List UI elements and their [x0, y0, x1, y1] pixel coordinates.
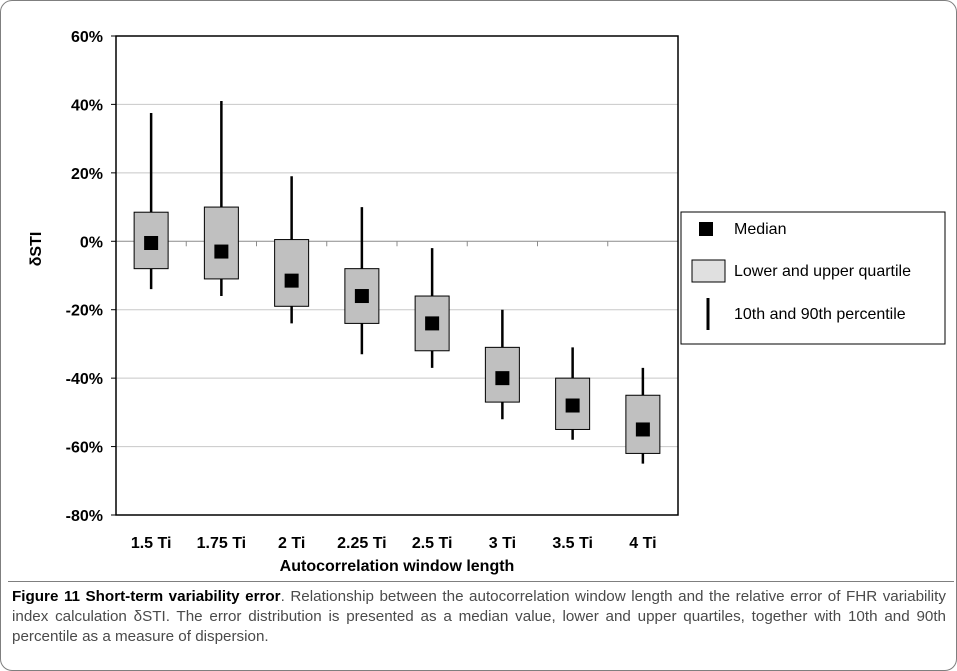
legend-median-square	[699, 222, 713, 236]
legend-median-label: Median	[734, 221, 786, 238]
caption-body: . Relationship between the autocorrelati…	[12, 588, 946, 645]
legend-quartile-label: Lower and upper quartile	[734, 263, 911, 280]
quartile-box	[203, 206, 239, 280]
axes: 60% 40% 20% 0% -20% -40% -60% -80% 1.5 Ti 1.75 Ti…	[66, 29, 679, 552]
y-axis-title: δSTI	[28, 232, 45, 267]
x-tick-label: 1.75 Ti	[197, 535, 247, 552]
median-marker	[565, 398, 580, 413]
caption-divider	[8, 581, 954, 582]
median-marker	[354, 289, 369, 304]
y-tick-label: -60%	[66, 440, 103, 457]
x-tick-label: 2 Ti	[278, 535, 305, 552]
x-tick-label: 2.5 Ti	[412, 535, 453, 552]
x-tick-label: 3.5 Ti	[552, 535, 593, 552]
caption-title: Figure 11 Short-term variability error	[12, 588, 281, 605]
y-tick-label: -20%	[66, 303, 103, 320]
y-tick-label: 60%	[71, 29, 103, 46]
x-axis-title: Autocorrelation window length	[280, 558, 515, 575]
median-marker	[214, 244, 229, 259]
y-tick-label: 20%	[71, 166, 103, 183]
quartile-box	[274, 239, 310, 307]
legend-quartile-box	[691, 259, 726, 283]
median-marker	[284, 273, 299, 288]
x-tick-label: 3 Ti	[489, 535, 516, 552]
plot-area	[133, 101, 661, 464]
legend-percentile-label: 10th and 90th percentile	[734, 306, 906, 323]
y-tick-label: 0%	[80, 234, 103, 251]
median-marker	[425, 316, 440, 331]
gridlines	[116, 103, 678, 448]
chart: 60% 40% 20% 0% -20% -40% -60% -80% 1.5 Ti 1.75 Ti…	[28, 29, 946, 575]
y-tick-label: 40%	[71, 97, 103, 114]
figure-caption: Figure 11 Short-term variability error. …	[12, 587, 946, 647]
x-tick-label: 4 Ti	[629, 535, 656, 552]
y-tick-label: -40%	[66, 371, 103, 388]
x-tick-label: 2.25 Ti	[337, 535, 387, 552]
median-marker	[495, 371, 510, 386]
legend: Median Lower and upper quartile 10th and…	[680, 211, 946, 345]
quartile-box	[625, 394, 661, 454]
plot-frame	[115, 35, 679, 516]
median-marker	[144, 235, 159, 250]
median-marker	[635, 422, 650, 437]
y-tick-label: -80%	[66, 508, 103, 525]
x-tick-label: 1.5 Ti	[131, 535, 172, 552]
